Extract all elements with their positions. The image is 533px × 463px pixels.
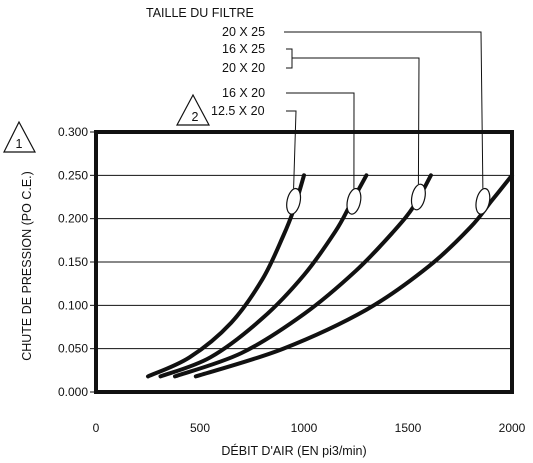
leader-20x25 [284,31,484,189]
bracket-16x25-20x20 [286,48,293,69]
x-tick-label: 1500 [395,421,422,435]
x-tick-label: 1000 [291,421,318,435]
marked-point-1 [286,187,302,215]
marked-point-2 [346,187,362,215]
plot-frame [94,130,514,394]
y-tick-label: 0.150 [58,255,88,269]
x-tick-label: 500 [190,421,210,435]
x-tick-label: 0 [93,421,100,435]
grid-lines [90,131,512,393]
legend-entry-20x25: 20 X 25 [222,25,265,39]
legend-leaders [284,31,484,189]
legend-entry-20x20: 20 X 20 [222,61,265,75]
marked-points [286,183,491,215]
x-axis-label: DÉBIT D'AIR (EN pi3/min) [221,443,366,458]
annotation-marker-1: 1 [3,120,36,153]
legend-entry-12.5x20: 12.5 X 20 [211,104,265,118]
x-tick-label: 2000 [499,421,526,435]
y-tick-label: 0.000 [58,385,88,399]
y-tick-label: 0.250 [58,168,88,182]
y-tick-label: 0.200 [58,212,88,226]
leader-16x25-20x20 [292,57,420,185]
leader-12.5x20 [286,110,297,189]
annotation-marker-2: 2 [176,93,210,126]
series-line-4 [193,173,514,379]
svg-text:2: 2 [192,110,199,124]
y-tick-label: 0.100 [58,298,88,312]
legend-entry-16x25: 16 X 25 [222,42,265,56]
y-tick-label: 0.050 [58,342,88,356]
tick-labels: 0.000 0.050 0.100 0.150 0.200 0.250 0.300 0 500 1… [58,125,526,435]
series-group [146,173,514,379]
marked-point-3 [410,183,426,211]
leader-16x20 [286,92,355,189]
y-tick-label: 0.300 [58,125,88,139]
legend-entry-16x20: 16 X 20 [222,86,265,100]
svg-text:1: 1 [16,137,23,151]
y-axis-label: CHUTE DE PRESSION (PO C.E.) [20,171,34,361]
legend-title: TAILLE DU FILTRE [146,6,254,20]
marked-point-4 [475,187,491,215]
